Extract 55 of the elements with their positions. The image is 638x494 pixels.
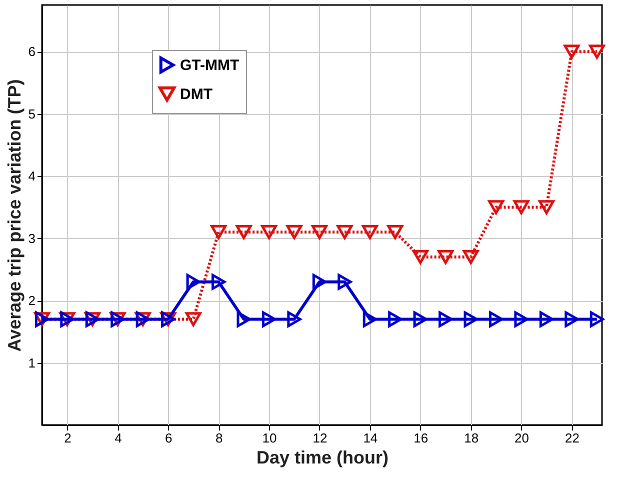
y-tick-label: 2	[28, 293, 36, 308]
point	[236, 311, 251, 328]
point	[538, 200, 554, 214]
point	[312, 274, 327, 290]
point	[539, 311, 554, 328]
point	[312, 225, 328, 240]
point	[362, 225, 378, 240]
point	[336, 225, 353, 240]
point	[413, 311, 428, 328]
x-tick-label: 8	[215, 430, 223, 446]
point	[286, 225, 302, 240]
y-tick-label: 6	[28, 44, 36, 60]
x-tick-label: 4	[114, 430, 122, 446]
point	[588, 44, 605, 59]
point	[438, 311, 453, 328]
point	[338, 274, 352, 290]
point	[488, 200, 504, 214]
point	[212, 274, 226, 290]
point	[185, 312, 202, 326]
point	[462, 250, 479, 264]
point	[488, 311, 504, 328]
point	[387, 225, 404, 240]
x-tick-label: 16	[414, 430, 428, 446]
point	[514, 311, 528, 328]
x-tick-label: 18	[464, 430, 479, 446]
point	[287, 311, 302, 328]
point	[412, 250, 428, 264]
x-tick-label: 12	[312, 430, 328, 446]
point	[236, 225, 252, 240]
legend-label: DMT	[180, 86, 212, 103]
legend-label: GT-MMT	[180, 57, 240, 74]
x-tick-label: 6	[165, 430, 172, 446]
point	[362, 311, 377, 328]
point	[261, 225, 277, 240]
point	[388, 311, 402, 328]
point	[564, 311, 579, 328]
point	[564, 44, 580, 59]
point	[186, 274, 200, 290]
x-tick-label: 20	[514, 430, 530, 446]
x-tick-label: 14	[363, 430, 378, 446]
point	[262, 311, 276, 328]
y-tick-label: 3	[28, 230, 36, 246]
point	[464, 311, 478, 328]
point	[438, 250, 454, 264]
point	[590, 311, 604, 328]
y-tick-label: 1	[28, 355, 36, 370]
y-axis-title: Average trip price variation (TP)	[4, 79, 24, 352]
point	[210, 225, 227, 240]
x-axis-title: Day time (hour)	[256, 448, 389, 468]
x-tick-label: 2	[64, 430, 72, 446]
y-tick-label: 4	[28, 168, 36, 184]
x-tick-label: 22	[564, 430, 580, 446]
y-tick-label: 5	[28, 106, 36, 122]
x-tick-label: 10	[262, 430, 277, 446]
point	[513, 200, 530, 214]
